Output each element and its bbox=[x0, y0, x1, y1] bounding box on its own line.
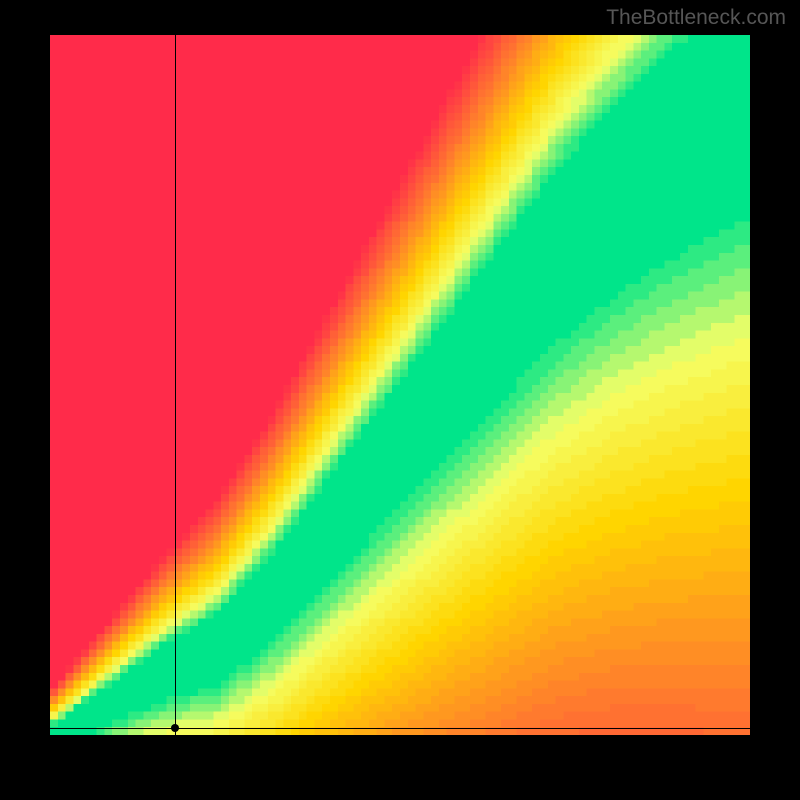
heatmap-canvas bbox=[50, 35, 750, 735]
crosshair-horizontal-line bbox=[50, 728, 750, 729]
crosshair-vertical-line bbox=[175, 35, 176, 735]
watermark-text: TheBottleneck.com bbox=[606, 6, 786, 30]
bottleneck-heatmap-chart bbox=[50, 35, 750, 735]
data-point-marker bbox=[171, 724, 179, 732]
